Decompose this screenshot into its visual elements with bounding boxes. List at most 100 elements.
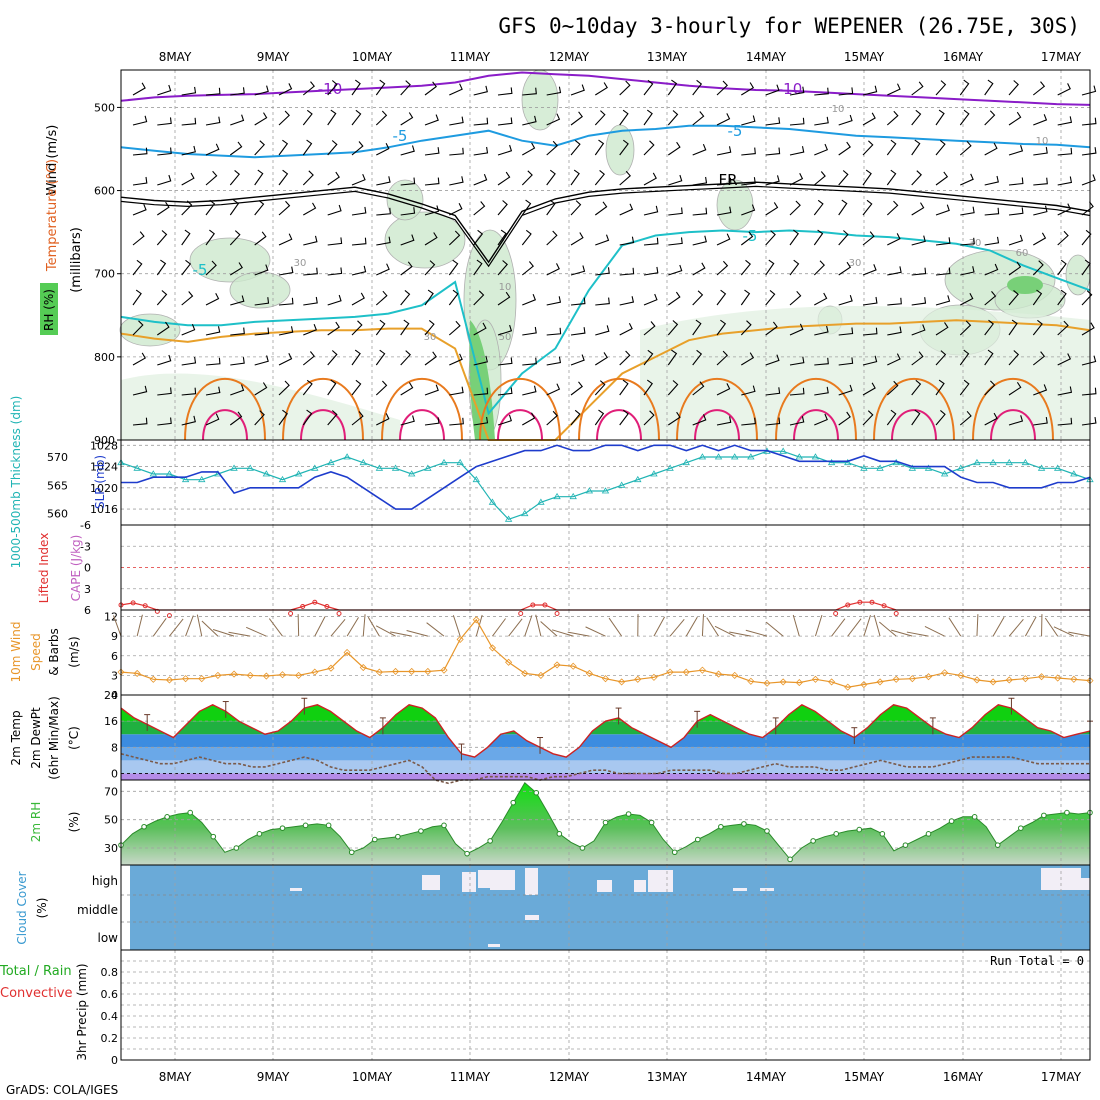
wind-barb <box>789 86 805 96</box>
rh-point <box>810 838 816 844</box>
wind-barb <box>716 260 729 276</box>
wind-barb <box>643 321 656 336</box>
wind-barb <box>619 267 635 276</box>
wind-barb-10m <box>540 621 558 637</box>
wind-speed-point <box>262 672 270 680</box>
wind-speed-point <box>521 669 529 677</box>
wind-barb <box>619 139 629 156</box>
y-tick-label: 9 <box>111 630 118 643</box>
rh-point <box>787 856 793 863</box>
thickness-point <box>601 487 610 494</box>
date-label-top: 10MAY <box>352 50 393 64</box>
wind-barb <box>546 86 562 96</box>
wind-barb <box>813 199 824 216</box>
wind-barb <box>813 260 825 276</box>
wind-barb <box>887 266 902 276</box>
wind-speed-point <box>714 670 723 678</box>
ylabel-units: (%) <box>35 898 49 919</box>
wind-barb <box>789 117 805 126</box>
wind-barb <box>302 351 315 366</box>
wind-barb-10m <box>992 616 1005 637</box>
wind-barb <box>473 173 488 186</box>
wind-barb <box>156 259 167 276</box>
wind-barb <box>303 267 318 276</box>
wind-barb <box>351 79 361 96</box>
thickness-point <box>553 492 561 500</box>
wind-barb <box>278 169 289 186</box>
wind-barb <box>473 387 489 396</box>
date-label-bottom: 16MAY <box>943 1070 984 1084</box>
wind-barb <box>692 381 705 396</box>
wind-barb <box>1057 353 1072 366</box>
wind-barb <box>911 109 922 126</box>
date-label-bottom: 8MAY <box>159 1070 192 1084</box>
wind-barb <box>521 229 532 246</box>
thickness-point <box>924 464 933 471</box>
wind-speed-point <box>989 678 997 686</box>
date-label-top: 17MAY <box>1041 50 1082 64</box>
contour-label: 60 <box>1016 248 1029 259</box>
wind-barb <box>643 79 654 96</box>
wind-speed-point <box>941 669 949 677</box>
rh-legend-swatch <box>40 283 58 335</box>
contour-label: 30 <box>969 238 982 249</box>
cloud-gap <box>462 872 476 892</box>
cloud-gap <box>634 880 646 892</box>
wind-speed-point <box>1070 675 1078 683</box>
wind-barb-10m <box>1068 631 1091 637</box>
cloud-gap <box>1076 878 1090 890</box>
wind-barb <box>254 297 270 306</box>
wind-barb <box>400 112 414 126</box>
thickness-point <box>682 458 690 466</box>
wind-barb <box>351 141 364 156</box>
wind-barb <box>984 79 994 96</box>
wind-barb <box>1008 319 1018 336</box>
date-label-bottom: 14MAY <box>746 1070 787 1084</box>
wind-barb-10m <box>113 615 122 637</box>
rh-point <box>441 822 447 829</box>
wind-barb <box>302 170 314 186</box>
wind-barb <box>375 79 386 96</box>
contour-label: 10 <box>1036 136 1049 147</box>
rh-point <box>487 838 493 844</box>
wind-barb <box>741 204 756 216</box>
thickness-point <box>343 453 351 460</box>
lifted-index-point <box>312 599 318 605</box>
thickness-point <box>747 453 755 460</box>
wind-barb <box>424 177 440 186</box>
wind-barb <box>838 114 853 126</box>
ylabel-slp: SLP (mb) <box>93 455 107 509</box>
wind-barb <box>351 265 367 276</box>
lifted-index-point <box>554 611 560 617</box>
ylabel-units: (m/s) <box>67 636 81 667</box>
wind-barb <box>157 147 172 156</box>
wind-speed-point <box>618 678 626 686</box>
rh-point <box>418 828 424 834</box>
wind-barb <box>327 410 338 426</box>
wind-barb <box>643 349 654 366</box>
wind-barb <box>230 87 245 96</box>
date-label-bottom: 11MAY <box>450 1070 491 1084</box>
wind-barb <box>570 169 580 186</box>
wind-barb-10m <box>201 620 219 637</box>
wind-barb <box>448 230 461 246</box>
wind-barb <box>375 349 386 366</box>
wind-barb <box>789 172 804 186</box>
lifted-index-line <box>120 601 1090 611</box>
wind-barb <box>814 386 829 396</box>
wind-barb <box>643 293 658 306</box>
wind-barb <box>449 147 464 156</box>
wind-speed-point <box>343 648 351 657</box>
wind-barb <box>619 409 629 426</box>
wind-barb <box>886 110 899 126</box>
wind-barb <box>375 319 386 336</box>
wind-barb <box>1033 114 1048 126</box>
rh-point <box>625 811 632 817</box>
wind-barb <box>594 110 606 126</box>
rh-point <box>718 823 724 830</box>
wind-barb <box>1081 147 1097 156</box>
wind-barb <box>911 409 921 426</box>
wind-barb <box>375 110 388 126</box>
ylabel-cloud-cover: Cloud Cover <box>15 871 29 944</box>
wind-barb <box>546 383 561 396</box>
